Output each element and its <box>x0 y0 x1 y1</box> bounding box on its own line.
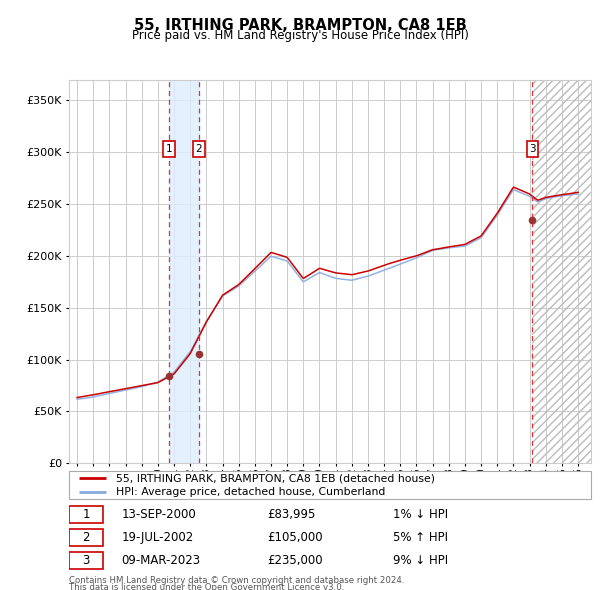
Text: 13-SEP-2000: 13-SEP-2000 <box>121 508 196 521</box>
Text: 3: 3 <box>529 144 536 154</box>
Text: £83,995: £83,995 <box>268 508 316 521</box>
Text: This data is licensed under the Open Government Licence v3.0.: This data is licensed under the Open Gov… <box>69 583 344 590</box>
Text: £235,000: £235,000 <box>268 554 323 567</box>
Text: 5% ↑ HPI: 5% ↑ HPI <box>392 531 448 544</box>
Text: Price paid vs. HM Land Registry's House Price Index (HPI): Price paid vs. HM Land Registry's House … <box>131 30 469 42</box>
Text: HPI: Average price, detached house, Cumberland: HPI: Average price, detached house, Cumb… <box>116 487 385 497</box>
Bar <box>532 80 591 463</box>
Text: 09-MAR-2023: 09-MAR-2023 <box>121 554 200 567</box>
Bar <box>169 80 199 463</box>
Text: £105,000: £105,000 <box>268 531 323 544</box>
Text: 1% ↓ HPI: 1% ↓ HPI <box>392 508 448 521</box>
Text: 55, IRTHING PARK, BRAMPTON, CA8 1EB (detached house): 55, IRTHING PARK, BRAMPTON, CA8 1EB (det… <box>116 473 435 483</box>
Text: 2: 2 <box>196 144 202 154</box>
FancyBboxPatch shape <box>69 506 103 523</box>
Text: 1: 1 <box>166 144 173 154</box>
Text: Contains HM Land Registry data © Crown copyright and database right 2024.: Contains HM Land Registry data © Crown c… <box>69 576 404 585</box>
Text: 19-JUL-2002: 19-JUL-2002 <box>121 531 193 544</box>
FancyBboxPatch shape <box>69 552 103 569</box>
Text: 9% ↓ HPI: 9% ↓ HPI <box>392 554 448 567</box>
FancyBboxPatch shape <box>69 529 103 546</box>
Text: 3: 3 <box>82 554 89 567</box>
Bar <box>532 80 591 463</box>
Text: 55, IRTHING PARK, BRAMPTON, CA8 1EB: 55, IRTHING PARK, BRAMPTON, CA8 1EB <box>134 18 466 32</box>
Text: 1: 1 <box>82 508 90 521</box>
Text: 2: 2 <box>82 531 90 544</box>
FancyBboxPatch shape <box>69 471 591 499</box>
